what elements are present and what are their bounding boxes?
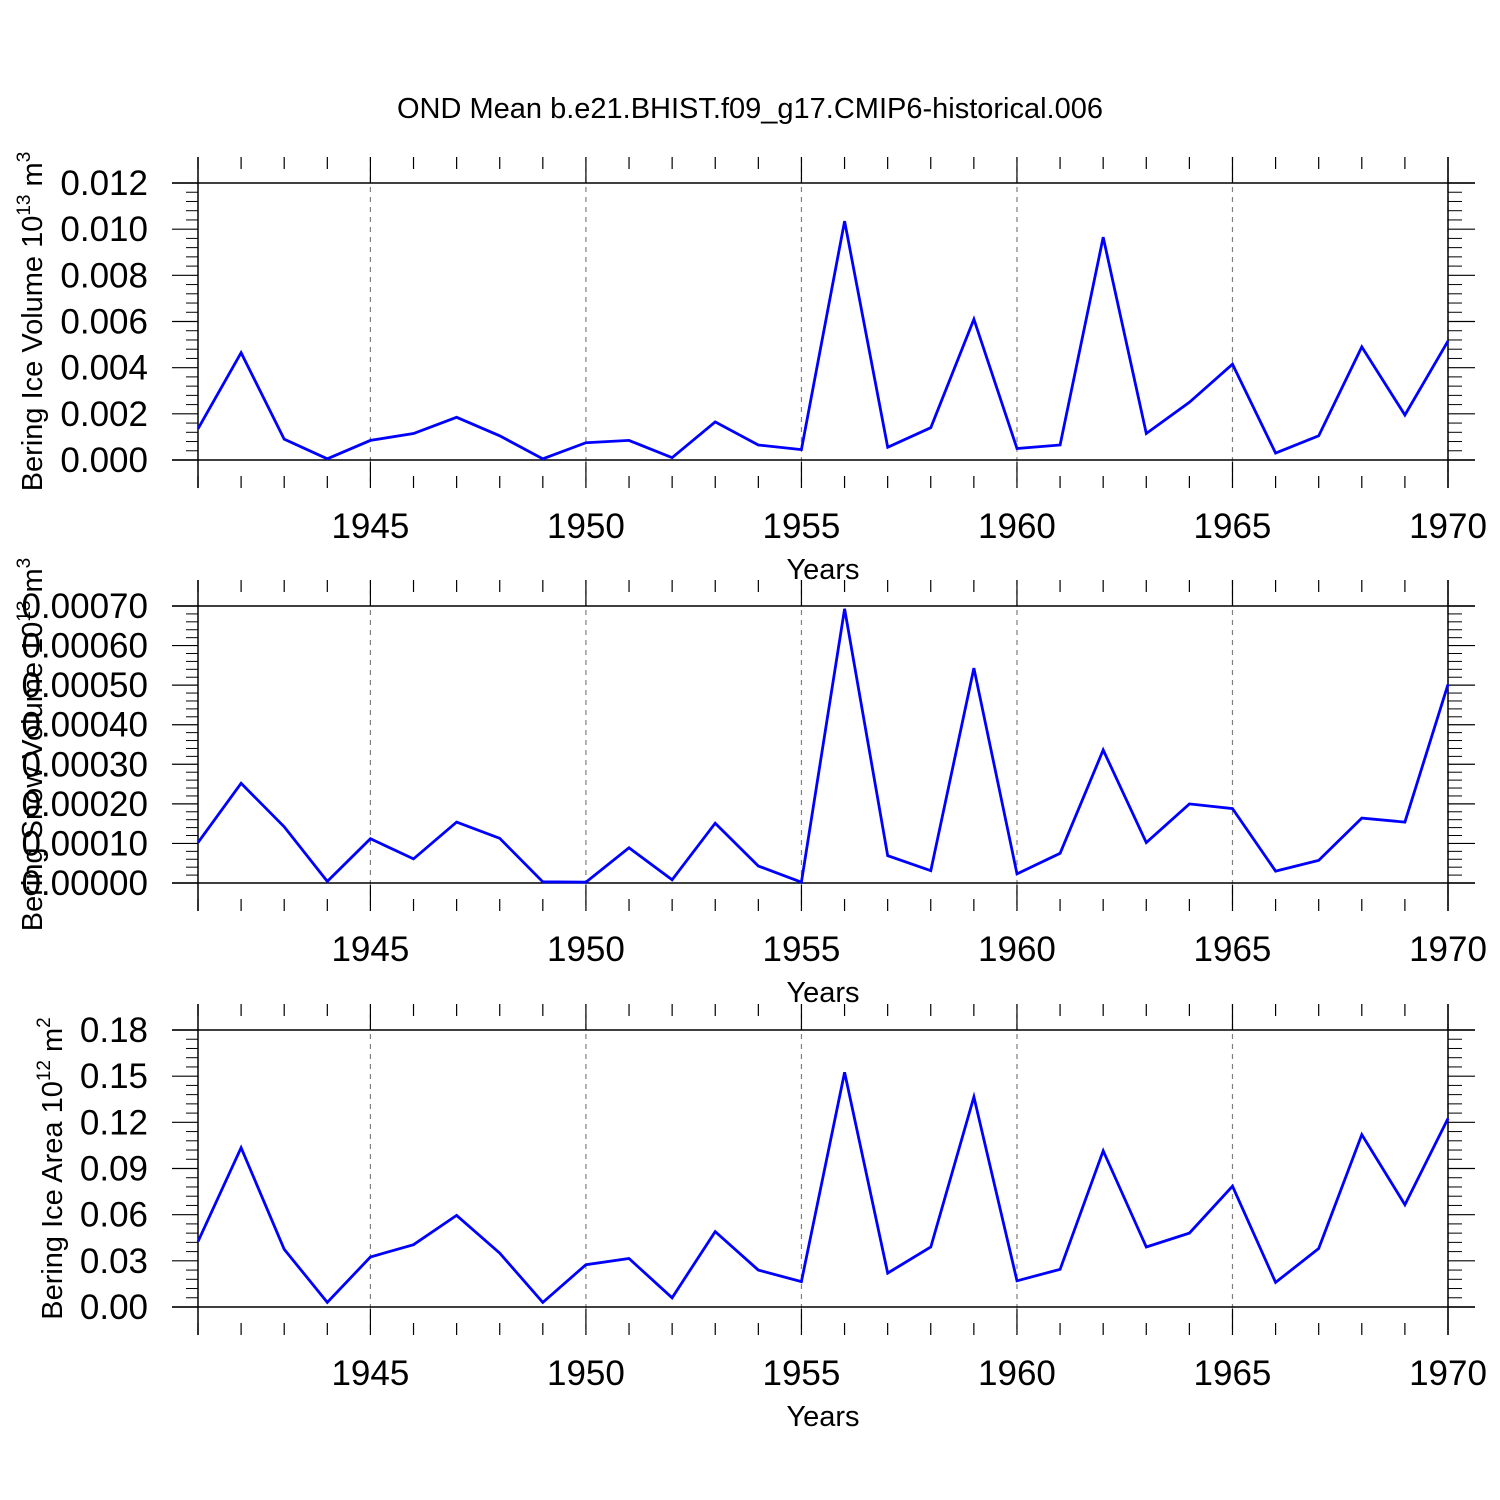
x-tick-label: 1950	[547, 1354, 625, 1393]
x-tick-label: 1945	[331, 507, 409, 546]
y-axis-label-text: Bering Snow Volume 10	[17, 622, 49, 932]
panel-3: 0.00 0.03 0.06 0.09 0.12 0.15 0.18 1945 1950 1955…	[34, 1004, 1487, 1433]
y-tick-label: 0.00030	[21, 745, 148, 784]
y-axis-label-text: m	[17, 568, 49, 600]
x-axis-label: Years	[786, 977, 859, 1009]
y-axis-label-text: Bering Ice Volume 10	[17, 216, 49, 492]
x-tick-label: 1950	[547, 930, 625, 969]
x-tick-label: 1945	[331, 1354, 409, 1393]
y-axis-label: Bering Snow Volume 1013 m3	[14, 558, 49, 931]
y-axis-label: Bering Ice Area 1012 m2	[34, 1017, 69, 1320]
y-tick-label: 0.12	[80, 1103, 148, 1142]
x-tick-label: 1955	[763, 507, 841, 546]
y-tick-label: 0.00070	[21, 587, 148, 626]
y-axis-label-superscript: 3	[14, 558, 35, 569]
y-tick-label: 0.010	[60, 210, 148, 249]
y-tick-label: 0.006	[60, 303, 148, 342]
panel-1: 0.000 0.002 0.004 0.006 0.008 0.010 0.012 1945 1…	[14, 152, 1487, 586]
x-tick-label: 1955	[763, 1354, 841, 1393]
y-tick-label: 0.00050	[21, 666, 148, 705]
y-tick-label: 0.012	[60, 164, 148, 203]
x-tick-label: 1965	[1194, 930, 1272, 969]
x-tick-label: 1965	[1194, 1354, 1272, 1393]
x-tick-label: 1960	[978, 930, 1056, 969]
series-line	[196, 220, 1450, 461]
y-axis-label-superscript: 12	[34, 1060, 55, 1081]
x-tick-label: 1970	[1409, 930, 1487, 969]
x-tick-label: 1945	[331, 930, 409, 969]
y-tick-label: 0.00060	[21, 627, 148, 666]
x-tick-label: 1960	[978, 1354, 1056, 1393]
y-axis-label-superscript: 13	[14, 601, 35, 622]
y-axis-label-superscript: 13	[14, 194, 35, 215]
x-tick-label: 1970	[1409, 1354, 1487, 1393]
x-tick-label: 1955	[763, 930, 841, 969]
x-axis-label: Years	[786, 1401, 859, 1433]
y-tick-label: 0.002	[60, 395, 148, 434]
y-tick-label: 0.000	[60, 441, 148, 480]
y-tick-label: 0.00020	[21, 785, 148, 824]
y-tick-label: 0.00000	[21, 864, 148, 903]
y-tick-label: 0.09	[80, 1150, 148, 1189]
y-axis-label-superscript: 3	[14, 152, 35, 163]
y-axis-label-superscript: 2	[34, 1017, 55, 1028]
series-line	[196, 1072, 1450, 1305]
y-tick-label: 0.06	[80, 1196, 148, 1235]
y-tick-label: 0.18	[80, 1011, 148, 1050]
x-tick-label: 1960	[978, 507, 1056, 546]
panel-2: 0.000000.000100.000200.000300.000400.000…	[14, 558, 1487, 1009]
y-tick-label: 0.008	[60, 256, 148, 295]
y-tick-label: 0.15	[80, 1057, 148, 1096]
x-tick-label: 1965	[1194, 507, 1272, 546]
x-tick-label: 1970	[1409, 507, 1487, 546]
y-axis-label-text: Bering Ice Area 10	[37, 1081, 69, 1320]
y-axis-label-text: m	[17, 162, 49, 194]
y-tick-label: 0.00	[80, 1288, 148, 1327]
y-tick-label: 0.03	[80, 1242, 148, 1281]
x-tick-label: 1950	[547, 507, 625, 546]
y-tick-label: 0.00040	[21, 706, 148, 745]
y-axis-label-text: m	[37, 1028, 69, 1060]
y-tick-label: 0.004	[60, 349, 148, 388]
y-tick-label: 0.00010	[21, 824, 148, 863]
x-axis-label: Years	[786, 554, 859, 586]
series-line	[196, 608, 1450, 885]
figure-title: OND Mean b.e21.BHIST.f09_g17.CMIP6-histo…	[397, 93, 1103, 125]
y-axis-label: Bering Ice Volume 1013 m3	[14, 152, 49, 492]
